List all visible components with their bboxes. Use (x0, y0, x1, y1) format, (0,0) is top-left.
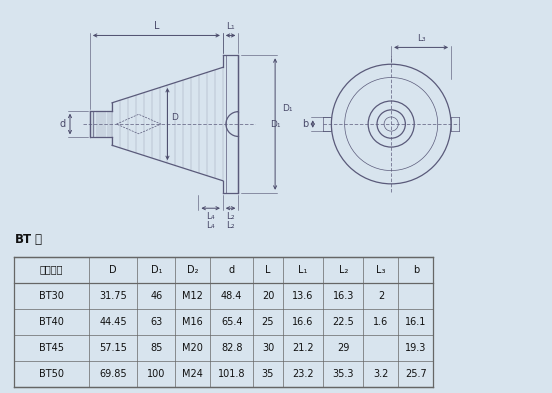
Text: 31.75: 31.75 (99, 291, 127, 301)
Text: L: L (265, 264, 270, 275)
Text: BT50: BT50 (39, 369, 64, 379)
Text: 44.45: 44.45 (99, 317, 127, 327)
Text: L₂: L₂ (226, 211, 235, 220)
Text: L₃: L₃ (376, 264, 386, 275)
Text: BT: BT (15, 233, 32, 246)
Text: 100: 100 (147, 369, 166, 379)
Text: 29: 29 (337, 343, 349, 353)
Text: L₄: L₄ (206, 220, 215, 230)
Text: 1.6: 1.6 (373, 317, 389, 327)
Text: 25: 25 (262, 317, 274, 327)
Text: D: D (109, 264, 117, 275)
Text: D₁: D₁ (270, 119, 280, 129)
Text: M16: M16 (182, 317, 203, 327)
Text: 65.4: 65.4 (221, 317, 242, 327)
Text: 19.3: 19.3 (405, 343, 427, 353)
Text: D₁: D₁ (151, 264, 162, 275)
Text: L₃: L₃ (417, 34, 426, 43)
Text: L₂: L₂ (226, 220, 235, 230)
Text: 57.15: 57.15 (99, 343, 127, 353)
Text: 13.6: 13.6 (292, 291, 314, 301)
Text: L₁: L₁ (226, 22, 235, 31)
Text: d: d (229, 264, 235, 275)
Text: BT45: BT45 (39, 343, 64, 353)
Text: 型: 型 (34, 233, 41, 246)
Text: 2: 2 (378, 291, 384, 301)
Text: D₁: D₁ (282, 104, 292, 113)
Text: 30: 30 (262, 343, 274, 353)
Text: b: b (413, 264, 419, 275)
Text: 16.3: 16.3 (333, 291, 354, 301)
Text: 63: 63 (150, 317, 162, 327)
Text: 85: 85 (150, 343, 162, 353)
Text: 48.4: 48.4 (221, 291, 242, 301)
Text: d: d (60, 119, 66, 129)
Text: D: D (171, 113, 178, 122)
Text: 69.85: 69.85 (99, 369, 127, 379)
Text: 22.5: 22.5 (332, 317, 354, 327)
Text: 3.2: 3.2 (373, 369, 389, 379)
Text: 82.8: 82.8 (221, 343, 242, 353)
Text: L₁: L₁ (298, 264, 307, 275)
Text: L: L (153, 21, 159, 31)
Text: M24: M24 (182, 369, 203, 379)
Text: 柄部型号: 柄部型号 (40, 264, 63, 275)
Text: 101.8: 101.8 (218, 369, 246, 379)
Text: L₂: L₂ (338, 264, 348, 275)
Text: L₄: L₄ (206, 211, 215, 220)
Text: 25.7: 25.7 (405, 369, 427, 379)
Text: M20: M20 (182, 343, 203, 353)
Text: D₂: D₂ (187, 264, 198, 275)
Text: 35: 35 (262, 369, 274, 379)
Text: 35.3: 35.3 (332, 369, 354, 379)
Text: 46: 46 (150, 291, 162, 301)
Text: 20: 20 (262, 291, 274, 301)
Text: 23.2: 23.2 (292, 369, 314, 379)
Text: BT40: BT40 (39, 317, 64, 327)
Text: BT30: BT30 (39, 291, 64, 301)
Text: 21.2: 21.2 (292, 343, 314, 353)
Text: 16.6: 16.6 (292, 317, 314, 327)
Text: b: b (302, 119, 309, 129)
Text: 16.1: 16.1 (405, 317, 427, 327)
Text: M12: M12 (182, 291, 203, 301)
